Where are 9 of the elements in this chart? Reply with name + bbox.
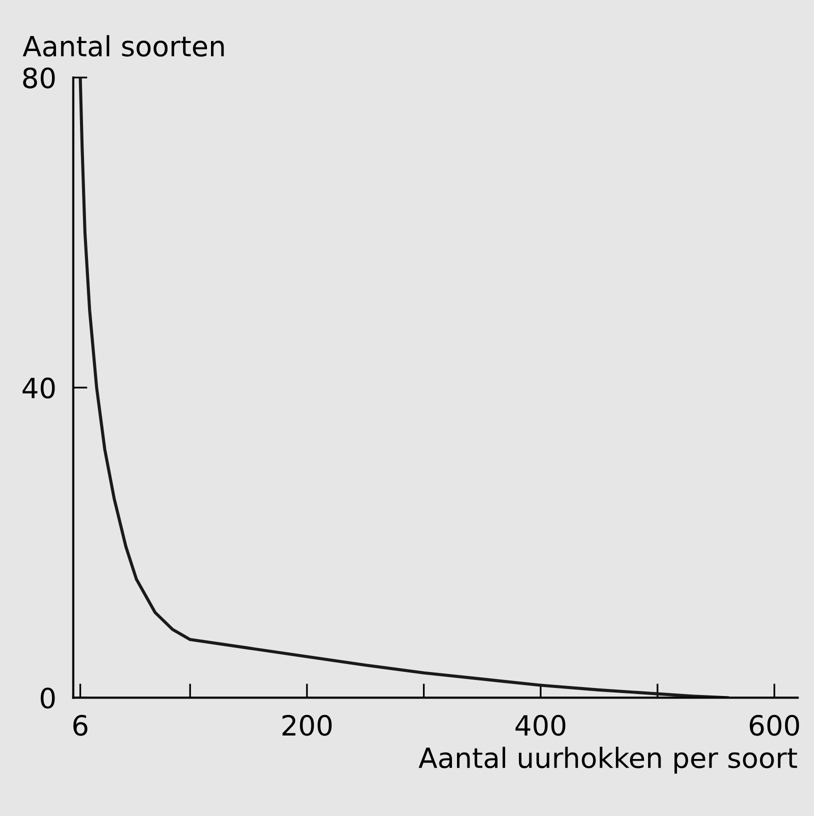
y-tick-label: 80 <box>23 67 55 88</box>
y-tick-label: 40 <box>22 378 55 399</box>
x-tick-label: 400 <box>516 714 566 736</box>
x-axis-title: Aantal uurhokken per soort <box>418 746 798 774</box>
y-tick-label: 0 <box>40 688 55 709</box>
x-tick-label: 600 <box>750 714 800 736</box>
y-axis-title: Aantal soorten <box>22 35 224 57</box>
x-tick-label: 6 <box>73 714 88 736</box>
x-tick-label: 200 <box>282 714 332 736</box>
